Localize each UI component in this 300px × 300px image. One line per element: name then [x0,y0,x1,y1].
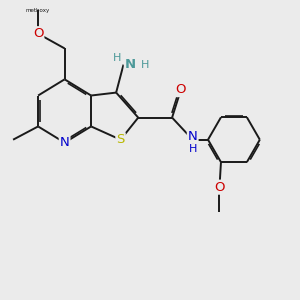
Text: O: O [33,27,44,40]
Text: N: N [124,58,136,71]
Text: H: H [140,60,149,70]
Text: O: O [176,83,186,96]
Text: S: S [116,133,125,146]
Text: N: N [188,130,198,143]
Text: H: H [188,144,197,154]
Text: O: O [214,181,225,194]
Text: methoxy: methoxy [26,8,50,13]
Text: H: H [113,53,121,63]
Text: N: N [60,136,70,149]
